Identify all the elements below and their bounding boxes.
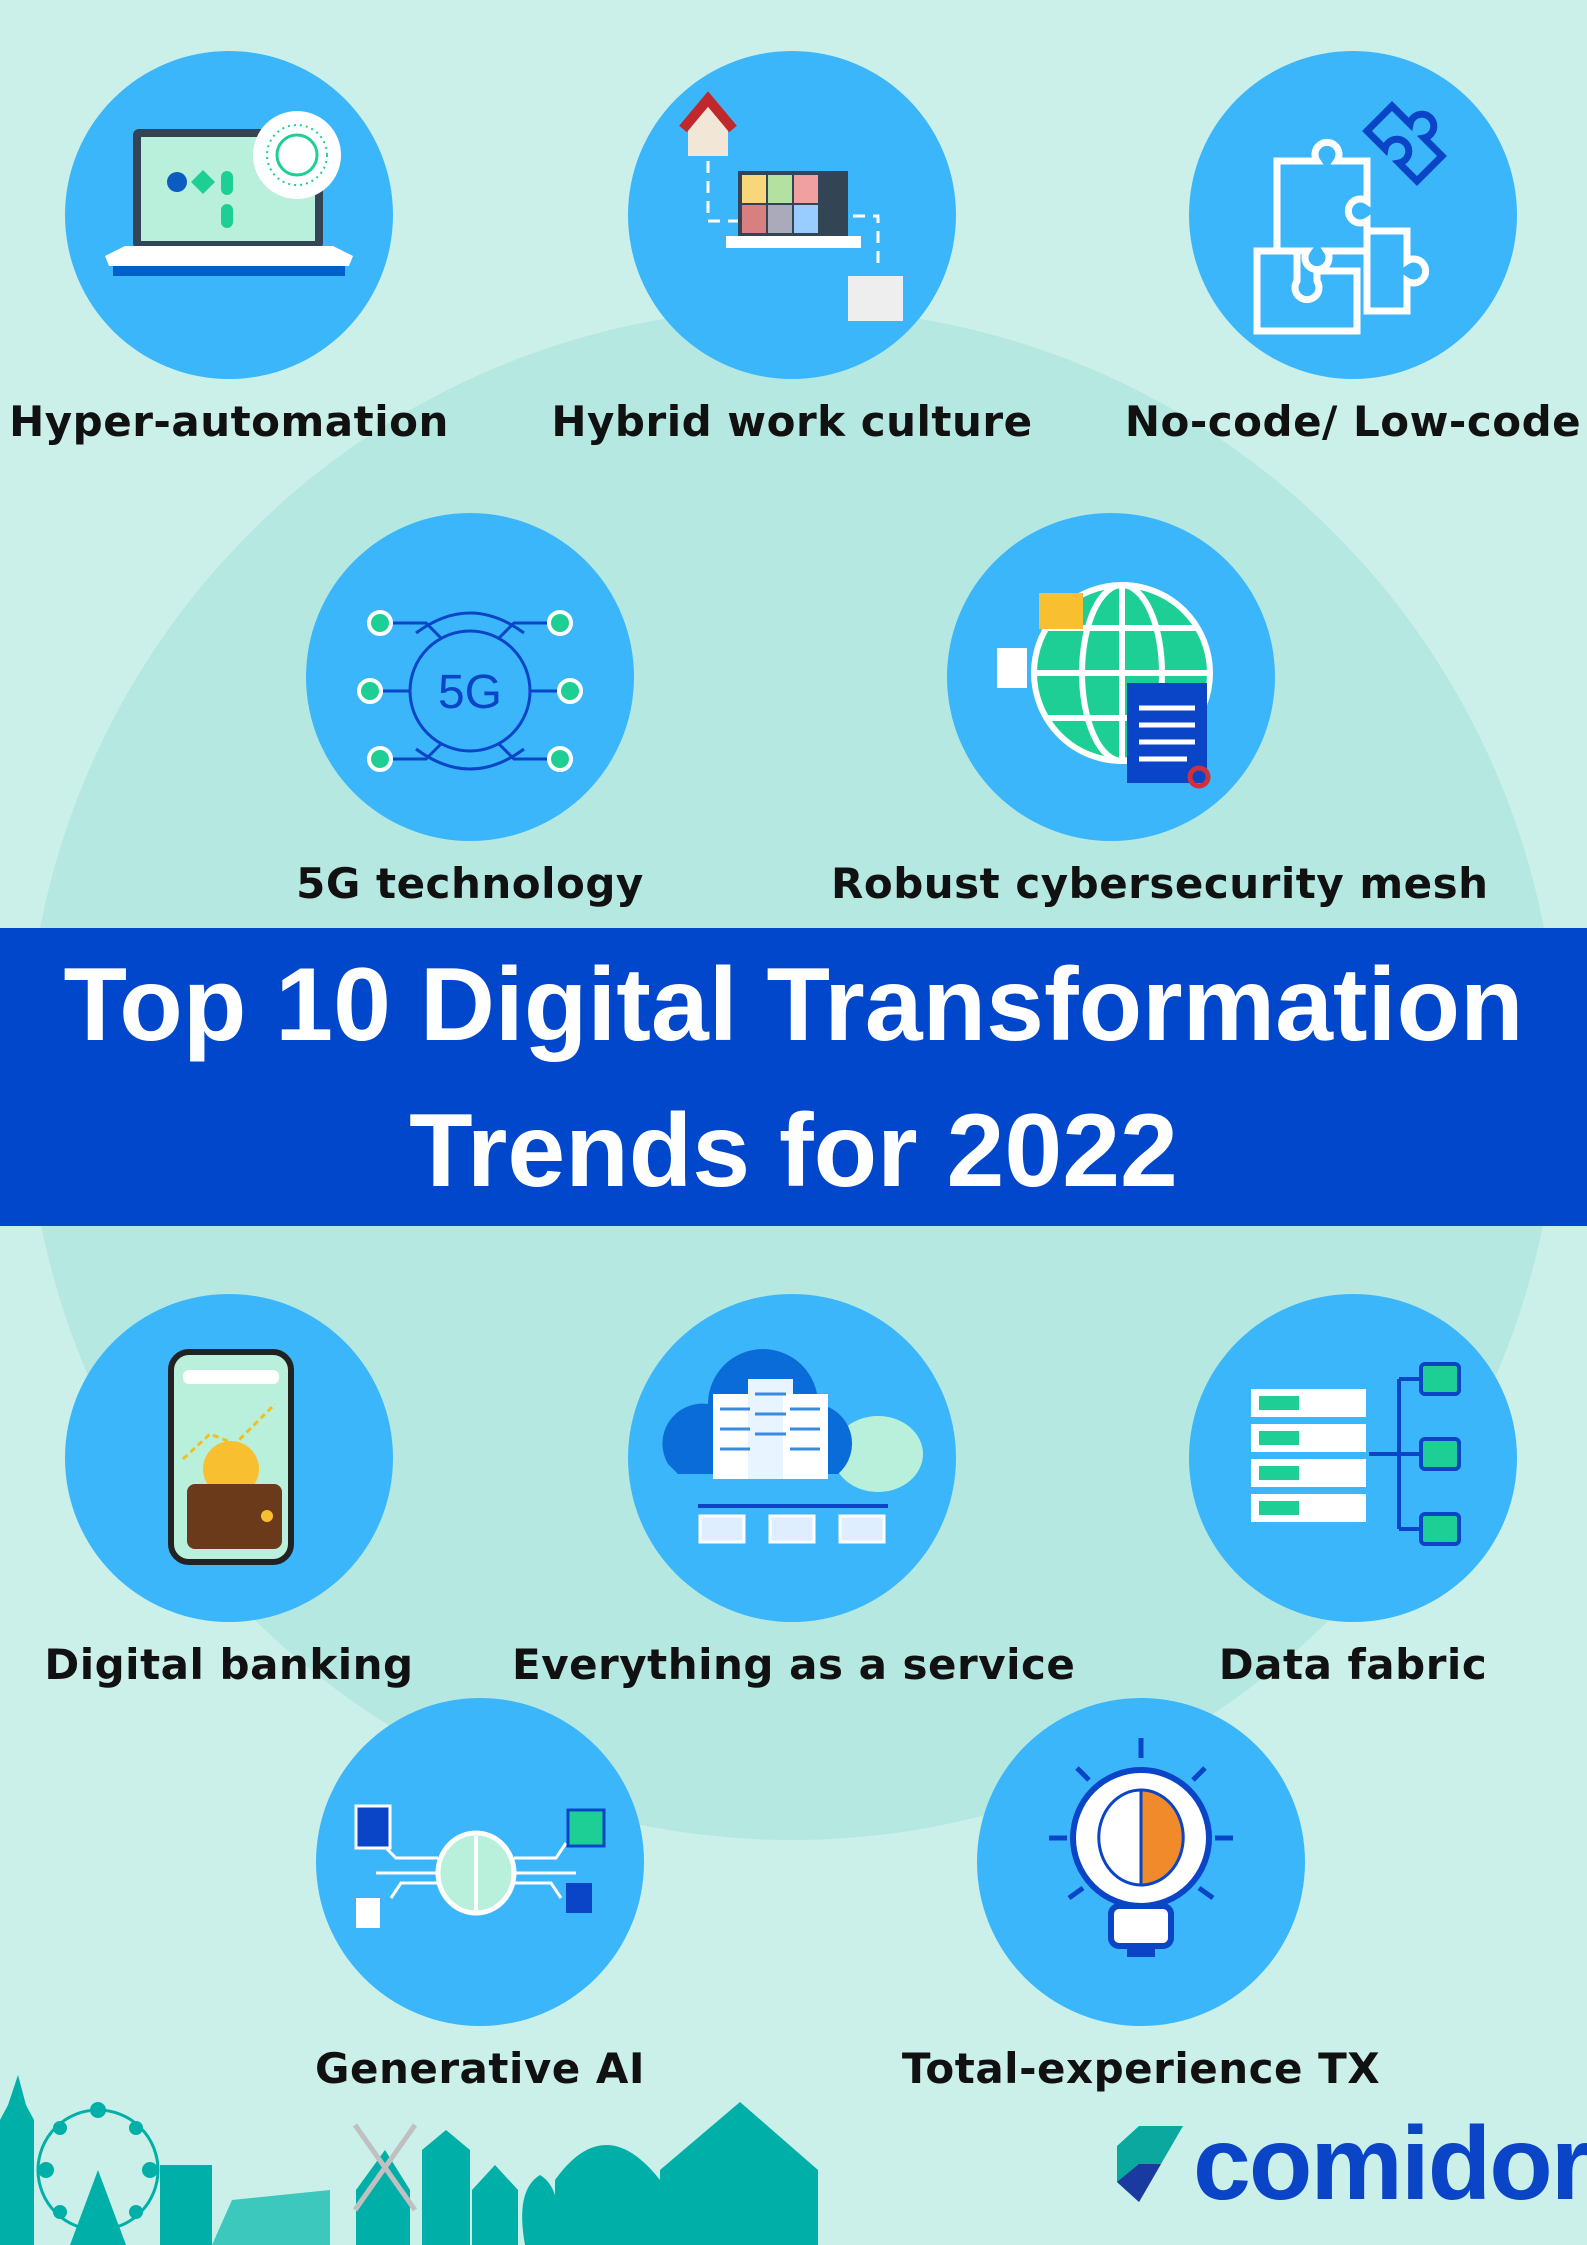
cloud-server-icon (628, 1294, 956, 1622)
clock-tower-icon (0, 2075, 34, 2245)
trend-digital-banking: Digital banking (0, 1294, 509, 1689)
city-skyline-illustration (0, 2075, 818, 2245)
windmill-icon (356, 2150, 410, 2245)
trend-5g-technology: 5G 5G technology (190, 513, 750, 908)
page-title-line-2: Trends for 2022 (409, 1093, 1178, 1209)
brain-circuit-icon (316, 1698, 644, 2026)
brand-name: comidor (1193, 2106, 1587, 2222)
castle-tower-icon (160, 2165, 212, 2245)
trend-label: Generative AI (315, 2044, 645, 2093)
comidor-logo: comidor (1117, 2106, 1587, 2222)
parthenon-icon (660, 2102, 818, 2245)
laptop-gear-icon (65, 51, 393, 379)
cathedral-icon (555, 2145, 660, 2245)
page-title-line-1: Top 10 Digital Transformation (63, 947, 1524, 1063)
trend-total-experience-tx: Total-experience TX (861, 1698, 1421, 2093)
trend-label: Data fabric (1218, 1640, 1488, 1689)
trend-robust-cybersecurity-mesh: Robust cybersecurity mesh (831, 513, 1489, 908)
video-call-laptop-icon (628, 51, 956, 379)
data-servers-icon (1189, 1294, 1517, 1622)
trend-label: 5G technology (296, 859, 644, 908)
trend-label: Robust cybersecurity mesh (831, 859, 1489, 908)
5g-network-icon: 5G (306, 513, 634, 841)
trend-label: Everything as a service (512, 1640, 1076, 1689)
trend-label: Total-experience TX (901, 2044, 1381, 2093)
trend-hyper-automation: Hyper-automation (0, 51, 509, 446)
trend-data-fabric: Data fabric (1073, 1294, 1587, 1689)
svg-text:5G: 5G (438, 666, 502, 719)
title-banner: Top 10 Digital Transformation Trends for… (0, 928, 1587, 1226)
trend-no-code-low-code: No-code/ Low-code (1073, 51, 1587, 446)
lightbulb-brain-icon (977, 1698, 1305, 2026)
phone-wallet-icon (65, 1294, 393, 1622)
ferris-wheel-icon (36, 2102, 160, 2245)
comidor-logo-mark-icon (1117, 2126, 1183, 2202)
trend-generative-ai: Generative AI (200, 1698, 760, 2093)
trend-label: Hybrid work culture (551, 397, 1033, 446)
globe-lock-icon (947, 513, 1275, 841)
trend-label: No-code/ Low-code (1124, 397, 1582, 446)
trend-label: Hyper-automation (9, 397, 449, 446)
trend-everything-as-a-service: Everything as a service (512, 1294, 1076, 1689)
trend-hybrid-work-culture: Hybrid work culture (512, 51, 1072, 446)
trend-label: Digital banking (44, 1640, 414, 1689)
puzzle-icon (1189, 51, 1517, 379)
